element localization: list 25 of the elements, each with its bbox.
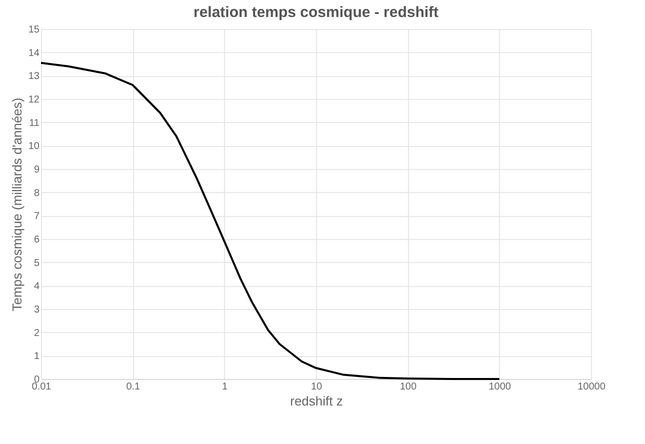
x-tick-label: 10000: [578, 382, 606, 392]
y-tick-label: 15: [28, 24, 40, 36]
y-tick-label: 5: [34, 258, 40, 269]
x-tick-label: 10: [310, 382, 322, 392]
x-axis-title: redshift z: [290, 394, 343, 408]
x-tick-label: 100: [400, 382, 417, 392]
y-tick-label: 4: [34, 281, 40, 292]
chart-title: relation temps cosmique - redshift: [193, 4, 439, 21]
y-tick-label: 2: [34, 328, 40, 339]
y-tick-label: 8: [34, 188, 40, 199]
y-tick-label: 1: [34, 351, 40, 362]
x-tick-label: 0.01: [32, 382, 52, 392]
y-tick-label: 9: [34, 164, 40, 176]
y-tick-label: 7: [34, 211, 40, 222]
y-tick-label: 10: [28, 141, 40, 152]
y-tick-label: 14: [28, 48, 40, 59]
y-tick-label: 11: [29, 118, 40, 129]
x-tick-label: 1: [222, 382, 228, 392]
y-tick-label: 12: [28, 94, 40, 106]
x-tick-label: 1000: [488, 382, 512, 392]
x-tick-label: 0.1: [126, 382, 141, 392]
y-tick-label: 6: [34, 234, 40, 246]
y-axis-title: Temps cosmique (milliards d'années): [9, 98, 24, 312]
y-tick-label: 3: [34, 304, 40, 316]
y-tick-label: 13: [28, 71, 40, 82]
